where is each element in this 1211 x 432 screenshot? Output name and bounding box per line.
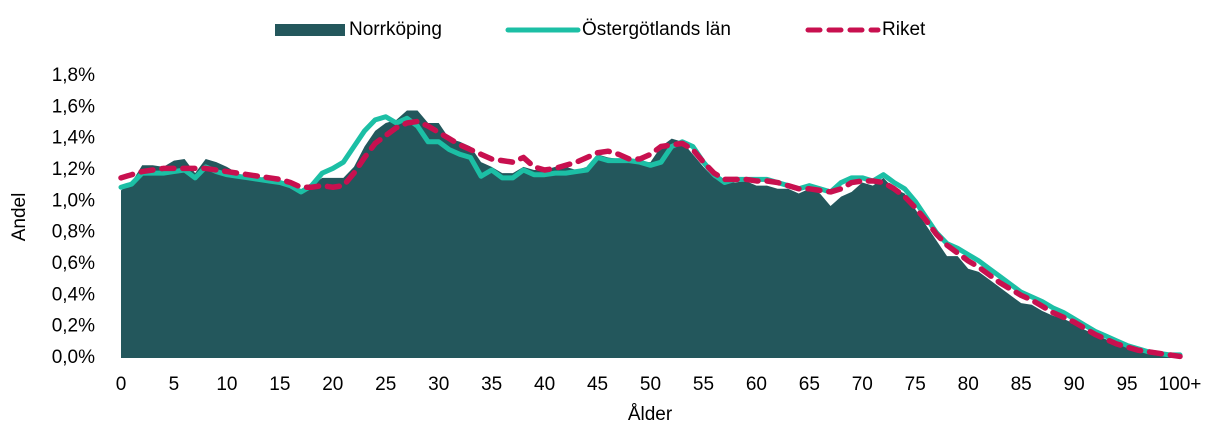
x-tick-label: 90	[1064, 374, 1085, 395]
x-tick-label: 25	[375, 374, 396, 395]
y-tick-label: 0,4%	[52, 284, 95, 305]
x-axis-label: Ålder	[628, 404, 673, 425]
x-tick-label: 5	[169, 374, 180, 395]
x-tick-label: 30	[428, 374, 449, 395]
x-tick-label: 0	[116, 374, 127, 395]
legend-label: Östergötlands län	[582, 19, 731, 40]
x-tick-label: 95	[1116, 374, 1137, 395]
y-tick-label: 1,4%	[52, 128, 95, 149]
x-tick-label: 35	[481, 374, 502, 395]
legend-swatch	[275, 24, 345, 36]
y-tick-label: 1,8%	[52, 65, 95, 86]
legend-label: Norrköping	[349, 19, 442, 40]
x-tick-label: 85	[1011, 374, 1032, 395]
y-tick-label: 1,0%	[52, 190, 95, 211]
x-tick-label: 100+	[1159, 374, 1202, 395]
x-tick-label: 60	[746, 374, 767, 395]
y-tick-label: 0,8%	[52, 222, 95, 243]
y-tick-label: 0,2%	[52, 316, 95, 337]
y-tick-label: 1,2%	[52, 159, 95, 180]
x-tick-label: 65	[799, 374, 820, 395]
line	[118, 118, 1183, 360]
y-axis-label: Andel	[9, 193, 30, 242]
y-tick-label: 0,0%	[52, 347, 95, 368]
legend-label: Riket	[882, 19, 926, 40]
x-tick-label: 50	[640, 374, 661, 395]
x-tick-label: 10	[216, 374, 237, 395]
area	[121, 110, 1180, 358]
x-tick-label: 45	[587, 374, 608, 395]
x-tick-label: 70	[852, 374, 873, 395]
x-tick-label: 75	[905, 374, 926, 395]
y-tick-label: 1,6%	[52, 96, 95, 117]
x-tick-label: 20	[322, 374, 343, 395]
x-tick-label: 55	[693, 374, 714, 395]
line	[118, 114, 1183, 358]
x-tick-label: 15	[269, 374, 290, 395]
x-tick-label: 80	[958, 374, 979, 395]
x-tick-label: 40	[534, 374, 555, 395]
y-tick-label: 0,6%	[52, 253, 95, 274]
